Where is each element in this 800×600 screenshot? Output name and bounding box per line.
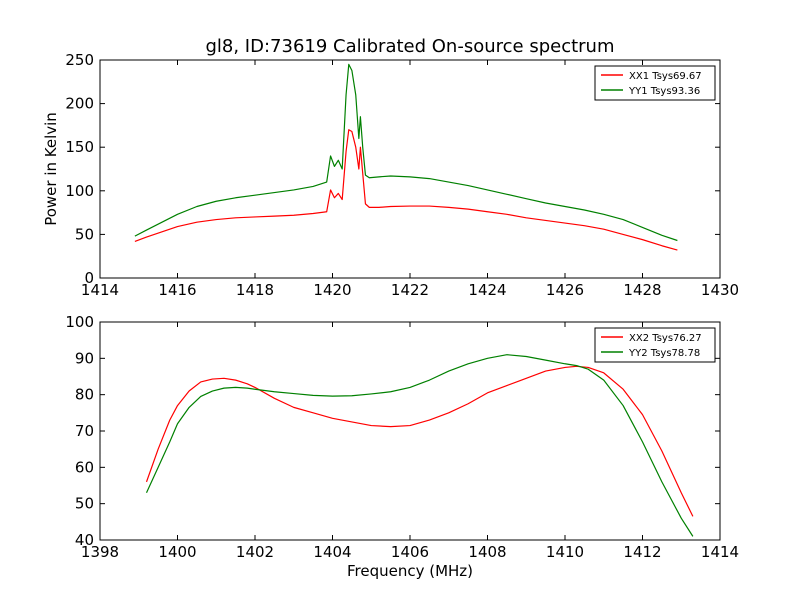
- x-tick-label: 1410: [546, 543, 584, 561]
- y-axis-label: Power in Kelvin: [42, 112, 60, 226]
- series-line-xx2-tsys76-27: [145, 365, 694, 517]
- x-tick-label: 1402: [236, 543, 274, 561]
- x-tick-label: 1414: [81, 281, 119, 299]
- y-tick-label: 100: [65, 182, 94, 200]
- y-tick-label: 50: [75, 495, 94, 513]
- x-tick-label: 1416: [158, 281, 196, 299]
- y-tick-label: 50: [75, 225, 94, 243]
- legend-label-xx2-tsys76-27: XX2 Tsys76.27: [629, 333, 702, 344]
- x-tick-label: 1418: [236, 281, 274, 299]
- y-tick-label: 200: [65, 95, 94, 113]
- x-tick-label: 1428: [623, 281, 661, 299]
- top-plot: 1414 1416 1418 1420 1422 1424 1426 1428 1430 0 50 1…: [42, 51, 739, 299]
- x-tick-label: 1426: [546, 281, 584, 299]
- legend: XX2 Tsys76.27 YY2 Tsys78.78: [594, 327, 716, 363]
- y-tick-label: 90: [75, 349, 94, 367]
- legend-box: [594, 65, 716, 101]
- x-tick-label: 1422: [391, 281, 429, 299]
- bottom-plot: 1398 1400 1402 1404 1406 1408 1410 1412 1414 40 50…: [65, 313, 739, 580]
- x-axis-label: Frequency (MHz): [347, 562, 473, 580]
- series-line-xx1-tsys69-67: [134, 129, 678, 251]
- x-tick-label: 1406: [391, 543, 429, 561]
- y-tick-label: 40: [75, 531, 94, 549]
- legend-box: [594, 327, 716, 363]
- chart-title: gl8, ID:73619 Calibrated On-source spect…: [205, 36, 614, 57]
- legend-label-yy1-tsys93-36: YY1 Tsys93.36: [628, 86, 700, 97]
- x-tick-label: 1398: [81, 543, 119, 561]
- series-line-yy2-tsys78-78: [145, 354, 694, 537]
- x-tick-label: 1408: [468, 543, 506, 561]
- y-tick-label: 80: [75, 386, 94, 404]
- x-tick-label: 1414: [701, 543, 739, 561]
- legend-label-xx1-tsys69-67: XX1 Tsys69.67: [629, 71, 702, 82]
- series-line-yy1-tsys93-36: [134, 63, 678, 242]
- x-tick-label: 1404: [313, 543, 351, 561]
- x-tick-label: 1424: [468, 281, 506, 299]
- x-tick-label: 1420: [313, 281, 351, 299]
- y-tick-label: 0: [84, 269, 94, 287]
- y-tick-label: 250: [65, 51, 94, 69]
- y-tick-label: 60: [75, 458, 94, 476]
- x-tick-label: 1412: [623, 543, 661, 561]
- y-tick-label: 150: [65, 138, 94, 156]
- y-tick-label: 100: [65, 313, 94, 331]
- legend-label-yy2-tsys78-78: YY2 Tsys78.78: [628, 348, 700, 359]
- legend: XX1 Tsys69.67 YY1 Tsys93.36: [594, 65, 716, 101]
- x-tick-label: 1430: [701, 281, 739, 299]
- x-tick-label: 1400: [158, 543, 196, 561]
- y-tick-label: 70: [75, 422, 94, 440]
